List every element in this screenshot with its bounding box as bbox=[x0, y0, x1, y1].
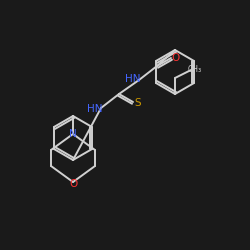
Text: S: S bbox=[135, 98, 141, 108]
Text: CH₃: CH₃ bbox=[188, 66, 202, 74]
Text: HN: HN bbox=[125, 74, 141, 84]
Text: HN: HN bbox=[87, 104, 103, 114]
Text: N: N bbox=[69, 129, 77, 139]
Text: O: O bbox=[69, 179, 77, 189]
Text: O: O bbox=[172, 53, 180, 63]
